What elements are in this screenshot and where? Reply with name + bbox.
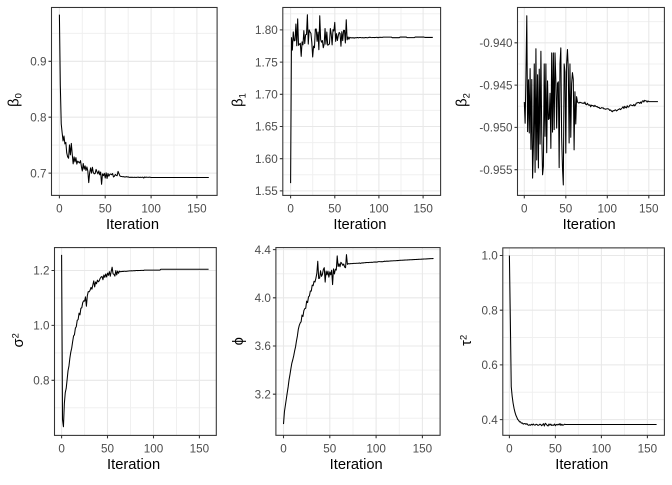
svg-text:4.0: 4.0 xyxy=(255,292,272,305)
svg-text:0: 0 xyxy=(280,442,287,455)
svg-text:0: 0 xyxy=(506,442,513,455)
svg-text:0: 0 xyxy=(287,203,294,216)
svg-text:100: 100 xyxy=(366,442,386,455)
svg-text:0: 0 xyxy=(521,203,528,216)
svg-text:0.8: 0.8 xyxy=(482,304,498,317)
svg-text:Iteration: Iteration xyxy=(563,217,616,233)
svg-text:1.75: 1.75 xyxy=(255,56,278,69)
svg-text:-0.940: -0.940 xyxy=(479,37,513,50)
svg-text:σ2: σ2 xyxy=(9,333,27,347)
svg-text:β2: β2 xyxy=(455,93,472,107)
svg-text:-0.945: -0.945 xyxy=(479,79,513,92)
svg-text:50: 50 xyxy=(323,442,337,455)
svg-text:100: 100 xyxy=(598,203,618,216)
svg-text:Iteration: Iteration xyxy=(106,217,159,233)
svg-text:1.55: 1.55 xyxy=(255,185,278,198)
svg-text:τ2: τ2 xyxy=(457,335,475,346)
svg-text:100: 100 xyxy=(144,443,164,456)
svg-text:0.9: 0.9 xyxy=(30,56,46,69)
svg-text:150: 150 xyxy=(190,443,210,456)
svg-text:1.0: 1.0 xyxy=(33,320,50,333)
svg-text:0: 0 xyxy=(56,203,63,216)
svg-text:50: 50 xyxy=(559,203,573,216)
svg-text:Iteration: Iteration xyxy=(555,457,608,473)
svg-text:0: 0 xyxy=(58,443,65,456)
svg-text:100: 100 xyxy=(369,203,389,216)
svg-text:0.7: 0.7 xyxy=(30,167,46,180)
svg-text:1.70: 1.70 xyxy=(255,89,278,102)
svg-text:Iteration: Iteration xyxy=(330,457,383,473)
svg-text:150: 150 xyxy=(413,442,433,455)
svg-text:150: 150 xyxy=(638,442,658,455)
svg-text:3.6: 3.6 xyxy=(255,340,271,353)
svg-text:150: 150 xyxy=(187,203,207,216)
svg-text:50: 50 xyxy=(328,203,342,216)
svg-text:100: 100 xyxy=(592,442,612,455)
svg-text:0.8: 0.8 xyxy=(30,111,46,124)
svg-text:50: 50 xyxy=(101,443,115,456)
svg-text:50: 50 xyxy=(549,442,563,455)
svg-text:0.6: 0.6 xyxy=(482,359,498,372)
svg-text:-0.955: -0.955 xyxy=(479,164,513,177)
svg-text:1.80: 1.80 xyxy=(255,24,278,37)
svg-text:50: 50 xyxy=(99,203,113,216)
svg-text:1.2: 1.2 xyxy=(33,265,49,278)
svg-text:3.2: 3.2 xyxy=(255,388,271,401)
svg-text:ϕ: ϕ xyxy=(231,337,247,345)
svg-text:1.60: 1.60 xyxy=(255,153,278,166)
svg-text:β0: β0 xyxy=(7,93,24,107)
svg-text:1.0: 1.0 xyxy=(482,250,499,263)
svg-text:0.4: 0.4 xyxy=(482,414,499,427)
svg-text:0.8: 0.8 xyxy=(33,375,49,388)
svg-text:Iteration: Iteration xyxy=(333,217,386,233)
svg-text:1.65: 1.65 xyxy=(255,121,278,134)
svg-text:4.4: 4.4 xyxy=(255,244,272,257)
svg-text:150: 150 xyxy=(639,203,659,216)
svg-text:100: 100 xyxy=(141,203,161,216)
svg-text:Iteration: Iteration xyxy=(107,457,160,473)
svg-text:β1: β1 xyxy=(231,93,248,107)
svg-text:150: 150 xyxy=(413,203,433,216)
svg-text:-0.950: -0.950 xyxy=(479,122,513,135)
